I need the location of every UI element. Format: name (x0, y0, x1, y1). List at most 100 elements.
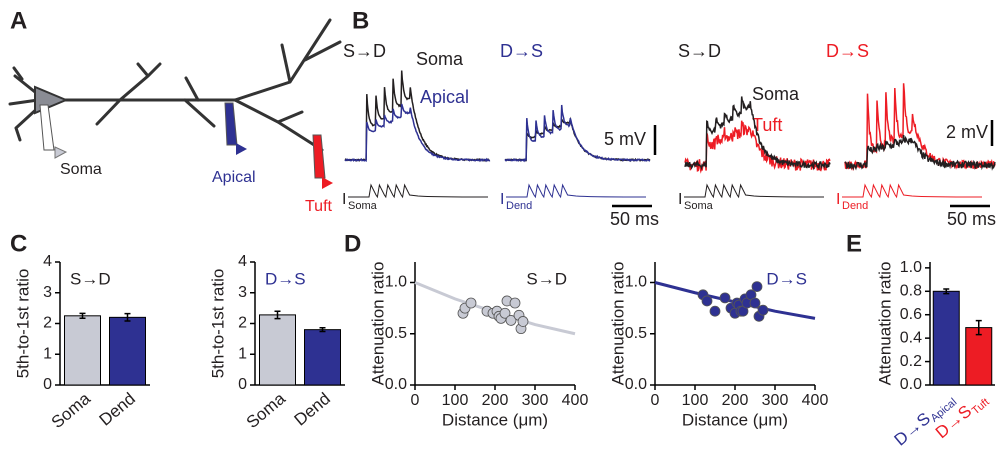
error-bar (79, 312, 86, 320)
stim-label-sub: Dend (842, 200, 868, 212)
y-tick-label: 1.0 (900, 259, 922, 276)
voltage-trace (504, 104, 650, 163)
data-point (499, 307, 511, 319)
bar (932, 290, 960, 386)
stim-label: I (836, 191, 840, 208)
y-tick-label: 0.8 (900, 283, 922, 300)
stim-label: I (342, 191, 346, 208)
category-label: Dend (96, 389, 139, 430)
y-tick-label: 0 (238, 376, 247, 393)
bar (965, 327, 993, 386)
x-tick-label: 400 (802, 392, 829, 409)
error-bar (943, 288, 950, 295)
y-tick-label: 0.6 (900, 306, 922, 323)
bar (304, 329, 341, 386)
error-bar (975, 319, 982, 336)
trace-title: S→D (343, 41, 386, 61)
data-point (751, 281, 763, 293)
bar (64, 315, 101, 386)
x-tick-label: 100 (682, 392, 709, 409)
data-point (709, 305, 721, 317)
x-tick-label: 0 (651, 392, 660, 409)
y-axis-label: Attenuation ratio (875, 262, 894, 386)
panel-label: C (10, 230, 27, 257)
y-tick-label: 2 (238, 315, 247, 332)
x-axis-label: Distance (μm) (442, 410, 548, 429)
electrode-label: Tuft (305, 198, 333, 215)
bar (109, 316, 146, 386)
stim-label-sub: Dend (506, 200, 532, 212)
data-point (517, 316, 529, 327)
category-label-text: Soma (243, 389, 290, 432)
neuron (8, 18, 342, 189)
voltage-trace (344, 103, 491, 163)
trace-label: Apical (420, 87, 469, 107)
stim-label-sub: Soma (348, 200, 378, 212)
scale-label: 5 mV (604, 129, 646, 149)
stim-label: I (678, 191, 682, 208)
panel-label: B (352, 7, 369, 34)
y-tick-label: 0.4 (900, 329, 922, 346)
stim-trace (684, 183, 825, 199)
category-label: Dend (291, 389, 334, 430)
y-tick-label: 0.5 (625, 325, 647, 342)
category-label-text: D→S (891, 409, 934, 450)
x-axis-label: Distance (μm) (682, 410, 788, 429)
voltage-trace (844, 83, 996, 172)
error-bar (319, 327, 326, 333)
traces (344, 70, 996, 199)
trace-label: Soma (416, 49, 464, 69)
y-axis-label: 5th-to-1st ratio (13, 269, 32, 379)
data-point (719, 292, 731, 304)
data-point (749, 297, 761, 309)
category-label-text: Soma (48, 389, 95, 432)
electrode-label: Soma (60, 161, 102, 178)
y-tick-label: 1 (238, 345, 247, 362)
chart-title: S→D (70, 269, 111, 288)
data-point (757, 304, 769, 316)
category-label: Soma (243, 389, 290, 432)
y-tick-label: 2 (43, 315, 52, 332)
x-tick-label: 200 (482, 392, 509, 409)
y-tick-label: 4 (43, 253, 52, 270)
error-bar (274, 310, 281, 320)
stim-trace (348, 183, 489, 199)
scale-label: 50 ms (947, 209, 996, 229)
panel-label: E (846, 230, 862, 257)
x-tick-label: 100 (442, 392, 469, 409)
chart-title: D→S (766, 269, 807, 288)
y-tick-label: 0.0 (385, 376, 407, 393)
y-tick-label: 4 (238, 253, 247, 270)
y-tick-label: 0.2 (900, 353, 922, 370)
electrode-label: Apical (212, 169, 256, 186)
y-tick-label: 1 (43, 345, 52, 362)
data-point (509, 297, 521, 309)
stim-label-sub: Soma (684, 200, 714, 212)
voltage-trace (684, 96, 831, 171)
stim-label: I (500, 191, 504, 208)
y-tick-label: 1.0 (385, 274, 407, 291)
data-point (465, 297, 477, 309)
stim-trace (506, 183, 647, 199)
stim-trace (842, 183, 983, 199)
category-label-text: Dend (96, 389, 139, 430)
category-label: Soma (48, 389, 95, 432)
bar (259, 314, 296, 386)
trace-title: D→S (500, 41, 543, 61)
data-point (505, 315, 517, 326)
y-tick-label: 0 (43, 376, 52, 393)
x-tick-label: 300 (522, 392, 549, 409)
chart-title: D→S (265, 269, 306, 288)
x-tick-label: 0 (411, 392, 420, 409)
y-tick-label: 0.5 (385, 325, 407, 342)
y-axis-label: 5th-to-1st ratio (208, 269, 227, 379)
trace-title: S→D (678, 41, 721, 61)
y-tick-label: 3 (238, 284, 247, 301)
data-point (701, 295, 713, 307)
chart-title: S→D (526, 269, 567, 288)
trace-label: Soma (752, 84, 800, 104)
y-axis-label: Attenuation ratio (608, 262, 627, 386)
y-tick-label: 0.0 (625, 376, 647, 393)
x-tick-label: 300 (762, 392, 789, 409)
y-axis-label: Attenuation ratio (368, 262, 387, 386)
